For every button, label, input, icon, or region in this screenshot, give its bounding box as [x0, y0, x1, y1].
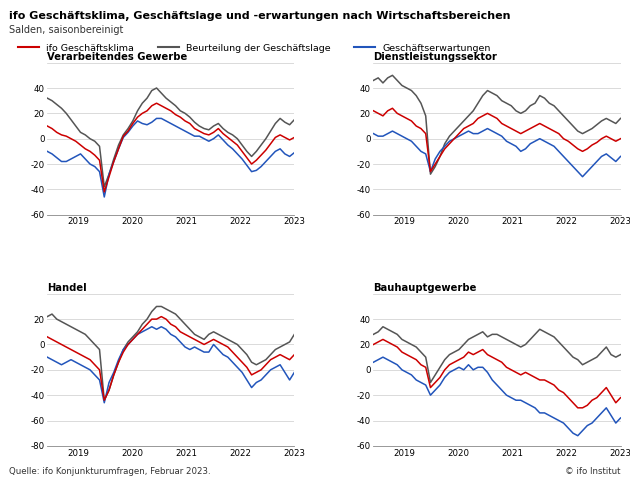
Text: Verarbeitendes Gewerbe: Verarbeitendes Gewerbe [47, 52, 188, 62]
Text: ifo Geschäftsklima, Geschäftslage und -erwartungen nach Wirtschaftsbereichen: ifo Geschäftsklima, Geschäftslage und -e… [9, 11, 511, 21]
Text: Dienstleistungssektor: Dienstleistungssektor [374, 52, 497, 62]
Text: Salden, saisonbereinigt: Salden, saisonbereinigt [9, 25, 124, 35]
Text: Quelle: ifo Konjunkturumfragen, Februar 2023.: Quelle: ifo Konjunkturumfragen, Februar … [9, 467, 211, 476]
Text: © ifo Institut: © ifo Institut [565, 467, 621, 476]
Text: Bauhauptgewerbe: Bauhauptgewerbe [374, 283, 477, 293]
Legend: ifo Geschäftsklima, Beurteilung der Geschäftslage, Geschäftserwartungen: ifo Geschäftsklima, Beurteilung der Gesc… [14, 40, 495, 56]
Text: Handel: Handel [47, 283, 87, 293]
